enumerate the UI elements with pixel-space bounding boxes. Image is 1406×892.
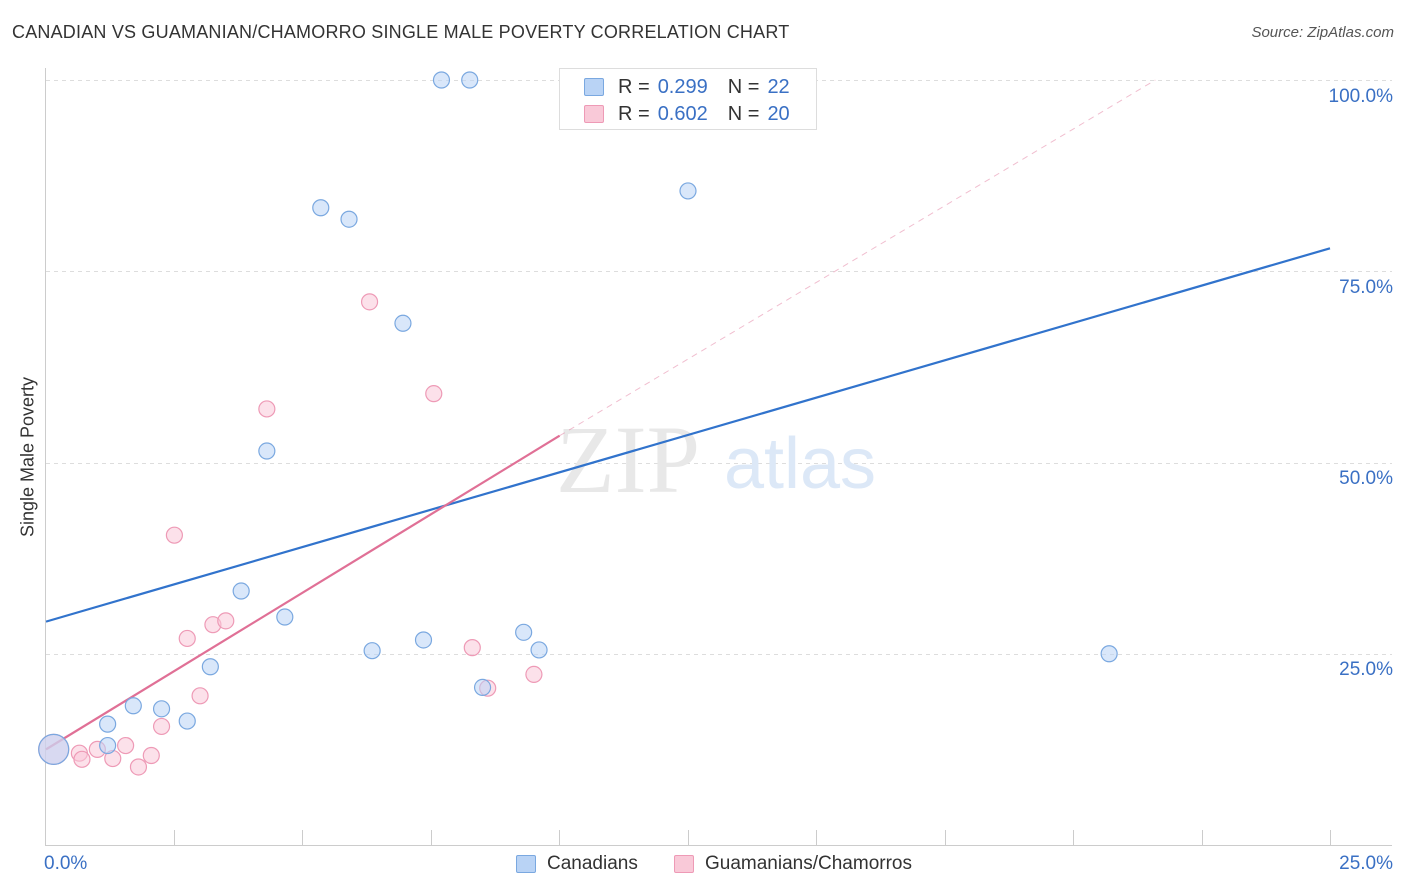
grid [46, 80, 1392, 655]
x-tick-min: 0.0% [44, 853, 88, 874]
bottom-canadians-swatch [516, 855, 536, 873]
guamanians-point [129, 758, 148, 776]
guamanians-point [142, 746, 160, 765]
canadians-n-label: N = [727, 75, 760, 98]
bottom-guamanians-swatch [674, 855, 694, 873]
guamanians-point [425, 385, 443, 403]
stats-legend: R = 0.299 N = 22 R = 0.602 N = 20 [559, 68, 817, 130]
canadians-point [394, 314, 412, 332]
trend-lines [45, 79, 1331, 751]
guamanians-point [360, 293, 379, 311]
guamanians-swatch [584, 105, 604, 123]
y-tick-75: 75.0% [1339, 277, 1393, 298]
bottom-guamanians-label: Guamanians/Chamorros [705, 853, 912, 874]
canadians-point [414, 631, 433, 649]
canadians-point [432, 71, 451, 89]
canadians-point [38, 733, 70, 765]
y-tick-25: 25.0% [1339, 659, 1393, 680]
canadians-point [258, 442, 276, 460]
guamanians-point [178, 629, 196, 648]
canadians-point [232, 582, 250, 600]
watermark: ZIP atlas [556, 406, 876, 513]
canadians-point [201, 658, 219, 676]
guamanians-n-label: N = [727, 102, 760, 125]
y-axis-label: Single Male Poverty [17, 376, 38, 538]
guamanians-point [191, 687, 209, 705]
y-tick-50: 50.0% [1339, 468, 1393, 489]
canadians-n-value: 22 [767, 75, 790, 98]
guamanians-point [258, 400, 276, 418]
guamanians-point [525, 665, 543, 684]
canadians-point [473, 678, 492, 697]
canadians-point [340, 210, 358, 228]
guamanians-n-value: 20 [767, 102, 790, 125]
guamanians-trend-extension [559, 79, 1156, 437]
canadians-r-value: 0.299 [657, 75, 708, 98]
canadians-point [530, 641, 548, 659]
guamanians-r-label: R = [618, 102, 650, 125]
axes [45, 68, 1392, 846]
canadians-trend-line [45, 247, 1331, 623]
guamanians-trend-line [45, 434, 561, 751]
watermark-atlas: atlas [724, 424, 876, 504]
source-label: Source: ZipAtlas.com [1251, 24, 1394, 41]
chart-title: CANADIAN VS GUAMANIAN/CHAMORRO SINGLE MA… [12, 22, 790, 42]
canadians-point [312, 199, 330, 217]
data-points [38, 71, 1118, 776]
canadians-point [515, 623, 533, 641]
canadians-point [461, 71, 479, 89]
bottom-legend-canadians: Canadians [516, 850, 638, 878]
guamanians-point [217, 612, 235, 630]
canadians-point [679, 182, 697, 200]
canadians-swatch [584, 78, 604, 96]
y-tick-100: 100.0% [1328, 86, 1393, 107]
x-tick-max: 25.0% [1339, 853, 1393, 874]
guamanians-point [165, 526, 183, 544]
canadians-r-label: R = [618, 75, 650, 98]
bottom-legend-guamanians: Guamanians/Chamorros [674, 850, 912, 878]
guamanians-point [463, 639, 481, 657]
guamanians-point [152, 717, 171, 736]
bottom-canadians-label: Canadians [547, 853, 638, 874]
canadians-point [124, 697, 142, 715]
watermark-zip: ZIP [556, 406, 700, 513]
canadians-point [99, 736, 117, 755]
guamanians-point [73, 750, 91, 768]
canadians-point [363, 642, 381, 660]
canadians-point [152, 700, 171, 718]
legend-row-guamanians: R = 0.602 N = 20 [584, 101, 790, 127]
canadians-point [276, 608, 294, 626]
guamanians-r-value: 0.602 [657, 102, 708, 125]
canadians-point [1100, 645, 1118, 663]
canadians-point [99, 715, 117, 733]
guamanians-point [117, 736, 135, 755]
legend-row-canadians: R = 0.299 N = 22 [584, 74, 790, 100]
canadians-point [178, 712, 196, 730]
